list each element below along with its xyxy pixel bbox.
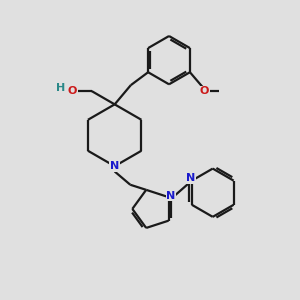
- Text: N: N: [110, 161, 119, 171]
- Text: N: N: [166, 191, 176, 201]
- Text: O: O: [68, 86, 77, 96]
- Text: H: H: [56, 82, 65, 93]
- Text: N: N: [186, 173, 195, 183]
- Text: O: O: [200, 86, 209, 96]
